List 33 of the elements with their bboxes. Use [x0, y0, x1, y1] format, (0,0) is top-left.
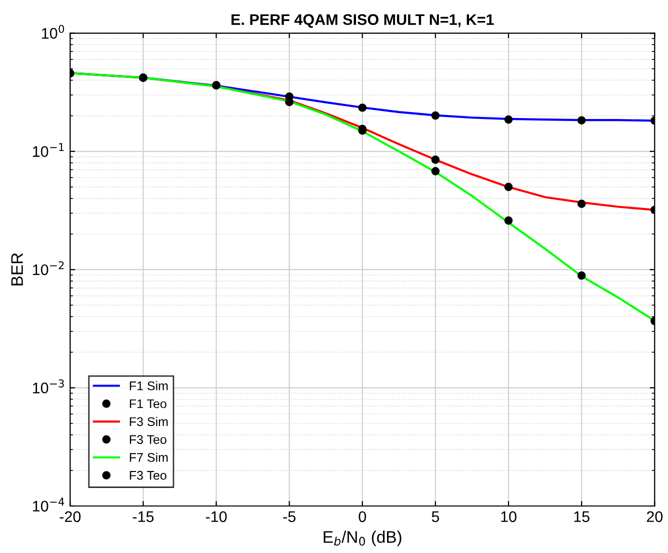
legend-label: F3 Sim	[130, 416, 168, 426]
x-tick-label: -10	[206, 511, 227, 522]
point	[431, 156, 440, 164]
x-tick-label: 10	[501, 511, 516, 522]
legend-label: F3 Teo	[130, 435, 166, 444]
point	[358, 104, 367, 112]
legend-label: F1 Sim	[130, 381, 168, 390]
x-tick-label: -20	[60, 511, 81, 522]
y-tick-label: 10$^{−1}$	[32, 143, 64, 157]
point	[577, 271, 586, 280]
point	[577, 200, 586, 208]
legend-label: F1 Teo	[130, 399, 166, 408]
legend-label: F7 Sim	[130, 452, 168, 462]
point	[504, 115, 513, 124]
x-tick-label: 0	[358, 511, 366, 522]
point	[431, 111, 440, 120]
x-tick-label: -15	[132, 511, 154, 522]
y-tick-label: 10$^{−4}$	[32, 498, 64, 512]
x-tick-label: 15	[574, 511, 590, 522]
point	[504, 216, 513, 225]
point	[431, 167, 440, 176]
y-tick-label: 10$^{−2}$	[32, 261, 64, 276]
x-tick-label: -5	[283, 511, 296, 522]
x-tick-label: 20	[646, 511, 663, 522]
y-tick-label: 10$^{0}$	[42, 24, 64, 39]
x-axis-title: E$_{b}$/N$_{0}$ (dB)	[324, 530, 402, 546]
chart-title: E. PERF 4QAM SISO MULT N=1, K=1	[232, 14, 494, 28]
legend-label: F3 Teo	[130, 470, 166, 480]
y-tick-label: 10$^{−3}$	[32, 379, 64, 394]
x-tick-label: 5	[432, 511, 440, 522]
y-axis-title: BER	[11, 253, 23, 286]
point	[504, 182, 513, 192]
point	[577, 116, 586, 125]
